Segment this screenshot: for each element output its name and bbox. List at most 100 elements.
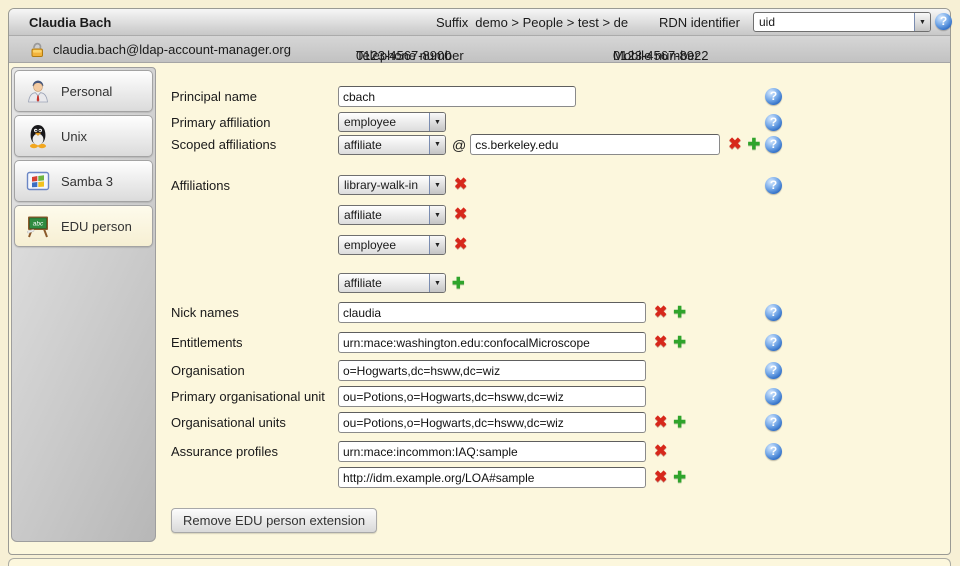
assurance-profiles-row: ✖ ✚ — [171, 467, 946, 488]
add-icon[interactable]: ✚ — [747, 136, 761, 153]
tab-unix[interactable]: Unix — [14, 115, 153, 157]
help-icon[interactable]: ? — [765, 362, 782, 379]
mobile-value: 0123-4567-8922 — [613, 48, 709, 63]
scoped-affiliation-domain-input[interactable] — [470, 134, 721, 155]
delete-icon[interactable]: ✖ — [454, 206, 468, 223]
nick-names-label: Nick names — [171, 305, 239, 320]
selected-value: library-walk-in — [344, 178, 419, 192]
help-icon[interactable]: ? — [765, 304, 782, 321]
primary-org-unit-input[interactable] — [338, 386, 646, 407]
delete-icon[interactable]: ✖ — [654, 303, 668, 321]
at-sign: @ — [452, 136, 467, 153]
add-icon[interactable]: ✚ — [673, 304, 686, 321]
tux-icon — [24, 122, 52, 150]
help-icon[interactable]: ? — [765, 414, 782, 431]
delete-icon[interactable]: ✖ — [454, 236, 468, 253]
org-units-label: Organisational units — [171, 415, 286, 430]
affiliation-select-3[interactable]: employee ▼ — [338, 235, 446, 255]
chevron-down-icon[interactable]: ▼ — [429, 135, 445, 154]
windows-icon — [24, 167, 52, 195]
nick-name-input[interactable] — [338, 302, 646, 323]
selected-value: employee — [344, 238, 397, 252]
account-title: Claudia Bach — [29, 15, 112, 30]
organisation-input[interactable] — [338, 360, 646, 381]
selected-value: affiliate — [344, 208, 382, 222]
assurance-profile-input-1[interactable] — [338, 441, 646, 462]
chevron-down-icon[interactable]: ▼ — [429, 206, 445, 224]
entitlements-row: Entitlements ✖ ✚ ? — [171, 332, 946, 353]
next-section-edge — [8, 558, 951, 566]
person-icon — [24, 77, 52, 105]
delete-icon[interactable]: ✖ — [454, 176, 468, 193]
rdn-identifier-select[interactable]: uid ▼ — [753, 12, 931, 32]
help-icon[interactable]: ? — [765, 388, 782, 405]
chevron-down-icon[interactable]: ▼ — [429, 176, 445, 194]
affiliations-label: Affiliations — [171, 177, 231, 193]
help-icon[interactable]: ? — [765, 177, 782, 194]
help-icon[interactable]: ? — [935, 13, 952, 30]
account-edit-panel: Claudia Bach Suffix demo > People > test … — [8, 8, 952, 555]
tab-label: Personal — [61, 83, 113, 99]
org-units-row: Organisational units ✖ ✚ ? — [171, 412, 946, 433]
svg-text:abc: abc — [33, 221, 44, 228]
selected-value: employee — [344, 115, 397, 129]
primary-affiliation-label: Primary affiliation — [171, 114, 271, 130]
delete-icon[interactable]: ✖ — [654, 442, 668, 460]
help-icon[interactable]: ? — [765, 443, 782, 460]
principal-name-label: Principal name — [171, 89, 257, 104]
organisation-label: Organisation — [171, 363, 245, 378]
affiliations-row: affiliate ▼ ✖ — [171, 205, 946, 225]
chevron-down-icon[interactable]: ▼ — [429, 274, 445, 292]
organisation-row: Organisation ? — [171, 360, 946, 381]
principal-name-input[interactable] — [338, 86, 576, 107]
remove-edu-person-button[interactable]: Remove EDU person extension — [171, 508, 378, 533]
tab-personal[interactable]: Personal — [14, 70, 153, 112]
primary-org-unit-row: Primary organisational unit ? — [171, 386, 946, 407]
account-email: claudia.bach@ldap-account-manager.org — [53, 42, 291, 57]
primary-org-unit-label: Primary organisational unit — [171, 389, 325, 404]
suffix-value: demo > People > test > de — [475, 15, 629, 30]
affiliation-select-1[interactable]: library-walk-in ▼ — [338, 175, 446, 195]
assurance-profiles-row: Assurance profiles ✖ ? — [171, 441, 946, 462]
help-icon[interactable]: ? — [765, 88, 782, 105]
help-icon[interactable]: ? — [765, 136, 782, 153]
affiliations-row: Affiliations library-walk-in ▼ ✖ ? — [171, 175, 946, 195]
chevron-down-icon[interactable]: ▼ — [914, 13, 930, 31]
tab-samba3[interactable]: Samba 3 — [14, 160, 153, 202]
selected-value: affiliate — [344, 276, 382, 290]
chevron-down-icon[interactable]: ▼ — [429, 113, 445, 131]
rdn-selected-value: uid — [759, 15, 776, 29]
info-bar: claudia.bach@ldap-account-manager.org Te… — [9, 36, 950, 63]
affiliation-select-2[interactable]: affiliate ▼ — [338, 205, 446, 225]
edu-person-form: Principal name ? Primary affiliation emp… — [171, 63, 946, 533]
help-icon[interactable]: ? — [765, 334, 782, 351]
suffix-label: Suffix — [436, 15, 469, 30]
primary-affiliation-row: Primary affiliation employee ▼ ? — [171, 112, 946, 132]
scoped-affiliation-select[interactable]: affiliate ▼ — [338, 134, 446, 155]
delete-icon[interactable]: ✖ — [654, 468, 668, 486]
module-tab-list: Personal Unix — [11, 67, 156, 542]
affiliations-row: employee ▼ ✖ — [171, 235, 946, 255]
rdn-identifier-label: RDN identifier — [659, 15, 740, 30]
org-unit-input[interactable] — [338, 412, 646, 433]
tab-edu-person[interactable]: abc EDU person — [14, 205, 153, 247]
affiliation-new-select[interactable]: affiliate ▼ — [338, 273, 446, 293]
add-icon[interactable]: ✚ — [673, 414, 686, 431]
tab-label: Samba 3 — [61, 173, 114, 189]
principal-name-row: Principal name ? — [171, 86, 946, 107]
delete-icon[interactable]: ✖ — [728, 135, 742, 153]
chevron-down-icon[interactable]: ▼ — [429, 236, 445, 254]
add-icon[interactable]: ✚ — [673, 334, 686, 351]
primary-affiliation-select[interactable]: employee ▼ — [338, 112, 446, 132]
add-icon[interactable]: ✚ — [673, 469, 686, 486]
delete-icon[interactable]: ✖ — [654, 333, 668, 351]
scoped-affiliations-label: Scoped affiliations — [171, 137, 277, 152]
delete-icon[interactable]: ✖ — [654, 413, 668, 431]
entitlement-input[interactable] — [338, 332, 646, 353]
suffix-breadcrumb: Suffix demo > People > test > de — [436, 15, 628, 30]
help-icon[interactable]: ? — [765, 114, 782, 131]
entitlements-label: Entitlements — [171, 335, 243, 350]
add-icon[interactable]: ✚ — [452, 274, 465, 292]
assurance-profile-input-2[interactable] — [338, 467, 646, 488]
actions-row: Remove EDU person extension — [171, 508, 946, 533]
